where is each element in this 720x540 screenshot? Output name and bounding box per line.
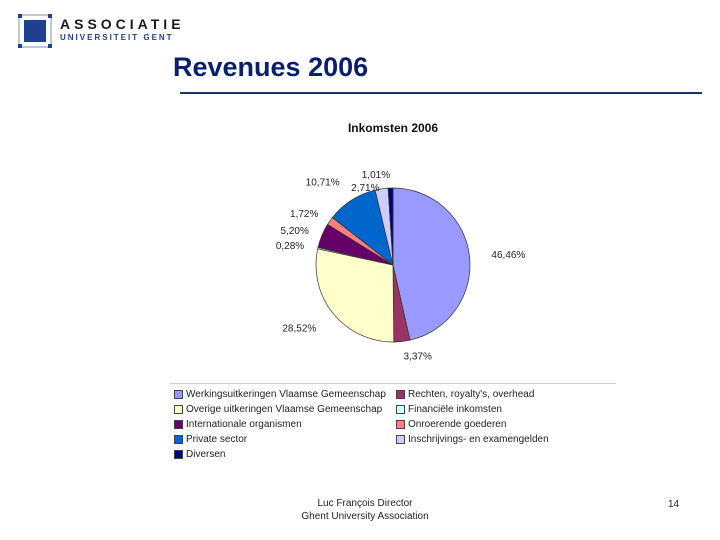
- legend-label: Werkingsuitkeringen Vlaamse Gemeenschap: [186, 389, 386, 400]
- legend-label: Overige uitkeringen Vlaamse Gemeenschap: [186, 404, 383, 415]
- slide-title: Revenues 2006: [173, 52, 369, 82]
- logo-subtitle: UNIVERSITEIT GENT: [60, 33, 174, 42]
- slice-label: 28,52%: [282, 324, 316, 335]
- legend-label: Inschrijvings- en examengelden: [408, 434, 549, 445]
- legend-swatch: [396, 390, 405, 399]
- legend-swatch: [174, 450, 183, 459]
- pie-slice: [315, 248, 395, 343]
- legend-swatch: [396, 405, 405, 414]
- slice-label: 10,71%: [306, 178, 340, 189]
- legend-item: Financiële inkomsten: [396, 404, 502, 415]
- slice-label: 1,72%: [290, 209, 318, 220]
- legend-label: Rechten, royalty's, overhead: [408, 389, 535, 400]
- legend-item: Diversen: [174, 449, 225, 460]
- legend-label: Private sector: [186, 434, 248, 445]
- legend-item: Rechten, royalty's, overhead: [396, 389, 534, 400]
- legend-label: Financiële inkomsten: [408, 404, 502, 415]
- slice-label: 2,71%: [351, 183, 379, 194]
- legend-item: Werkingsuitkeringen Vlaamse Gemeenschap: [174, 389, 386, 400]
- footer-author: Luc François Director: [317, 498, 413, 509]
- pie-slice: [392, 187, 471, 341]
- legend-label: Diversen: [186, 449, 226, 460]
- page-number: 14: [668, 499, 680, 510]
- legend-item: Private sector: [174, 434, 247, 445]
- legend-label: Internationale organismen: [186, 419, 302, 430]
- slice-label: 0,28%: [276, 241, 304, 252]
- legend-item: Onroerende goederen: [396, 419, 506, 430]
- legend-swatch: [174, 405, 183, 414]
- footer-credits: Luc François Director Ghent University A…: [250, 497, 480, 523]
- footer-organization: Ghent University Association: [301, 511, 429, 522]
- title-divider: [180, 92, 702, 94]
- chart-legend: Werkingsuitkeringen Vlaamse Gemeenschap R…: [170, 383, 616, 466]
- legend-swatch: [174, 390, 183, 399]
- logo-wordmark: ASSOCIATIE: [60, 16, 185, 32]
- association-logo-icon: [18, 14, 52, 48]
- legend-swatch: [396, 420, 405, 429]
- pie-slice: [387, 187, 394, 266]
- legend-swatch: [396, 435, 405, 444]
- legend-item: Overige uitkeringen Vlaamse Gemeenschap: [174, 404, 382, 415]
- legend-item: Internationale organismen: [174, 419, 302, 430]
- legend-item: Inschrijvings- en examengelden: [396, 434, 549, 445]
- chart-title: Inkomsten 2006: [348, 121, 438, 135]
- slice-label: 5,20%: [281, 226, 309, 237]
- slice-label: 3,37%: [404, 351, 432, 362]
- legend-swatch: [174, 435, 183, 444]
- slice-label: 46,46%: [491, 250, 525, 261]
- legend-label: Onroerende goederen: [408, 419, 507, 430]
- legend-swatch: [174, 420, 183, 429]
- slice-label: 1,01%: [362, 170, 390, 181]
